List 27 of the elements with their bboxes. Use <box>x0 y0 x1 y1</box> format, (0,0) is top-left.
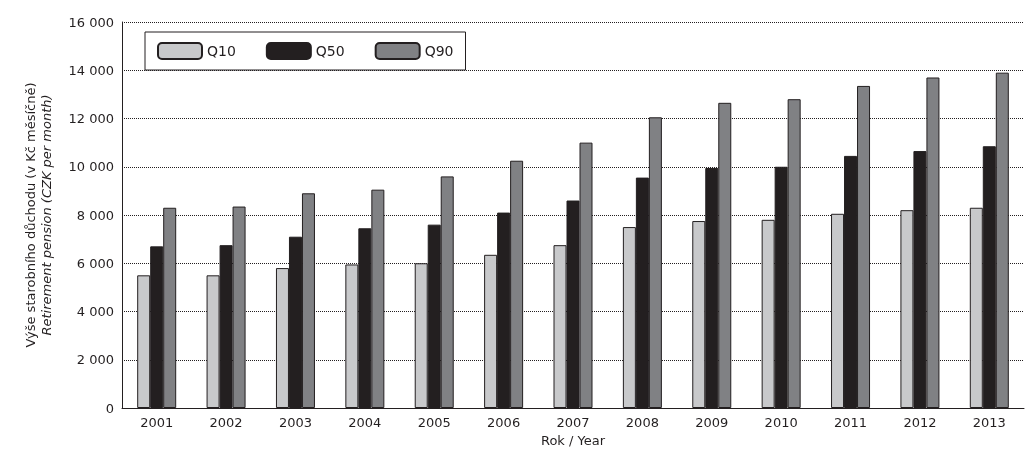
x-tick-label: 2012 <box>903 415 937 430</box>
x-tick-label: 2010 <box>764 415 798 430</box>
legend-label: Q10 <box>207 43 236 59</box>
y-tick-label: 4 000 <box>76 304 114 319</box>
x-tick-label: 2005 <box>417 415 451 430</box>
y-tick-label: 0 <box>105 400 114 416</box>
y-tick-label: 8 000 <box>76 207 114 223</box>
y-tick-label: 10 000 <box>68 159 114 175</box>
x-tick-label: 2009 <box>695 415 729 430</box>
legend-label: Q50 <box>315 43 345 59</box>
x-tick-label: 2007 <box>556 415 590 430</box>
x-tick-label: 2001 <box>140 415 174 430</box>
x-tick-label: 2013 <box>972 415 1006 430</box>
x-tick-label: 2002 <box>209 415 243 430</box>
y-tick-label: 2 000 <box>76 352 114 368</box>
x-tick-label: 2006 <box>487 415 521 430</box>
x-axis-title: Rok / Year <box>540 433 606 448</box>
x-tick-label: 2008 <box>625 415 659 430</box>
legend-label: Q90 <box>424 43 454 59</box>
x-tick-label: 2011 <box>833 415 868 430</box>
y-tick-label: 12 000 <box>68 111 114 126</box>
y-tick-label: 16 000 <box>68 14 114 30</box>
y-tick-label: 6 000 <box>76 255 114 271</box>
x-tick-label: 2004 <box>348 415 382 430</box>
y-tick-label: 14 000 <box>68 62 114 78</box>
x-tick-label: 2003 <box>278 415 313 430</box>
y-axis-title: Výše starobního důchodu (v Kč měsíčně) Retirement pension (CZK per month) <box>22 82 54 348</box>
